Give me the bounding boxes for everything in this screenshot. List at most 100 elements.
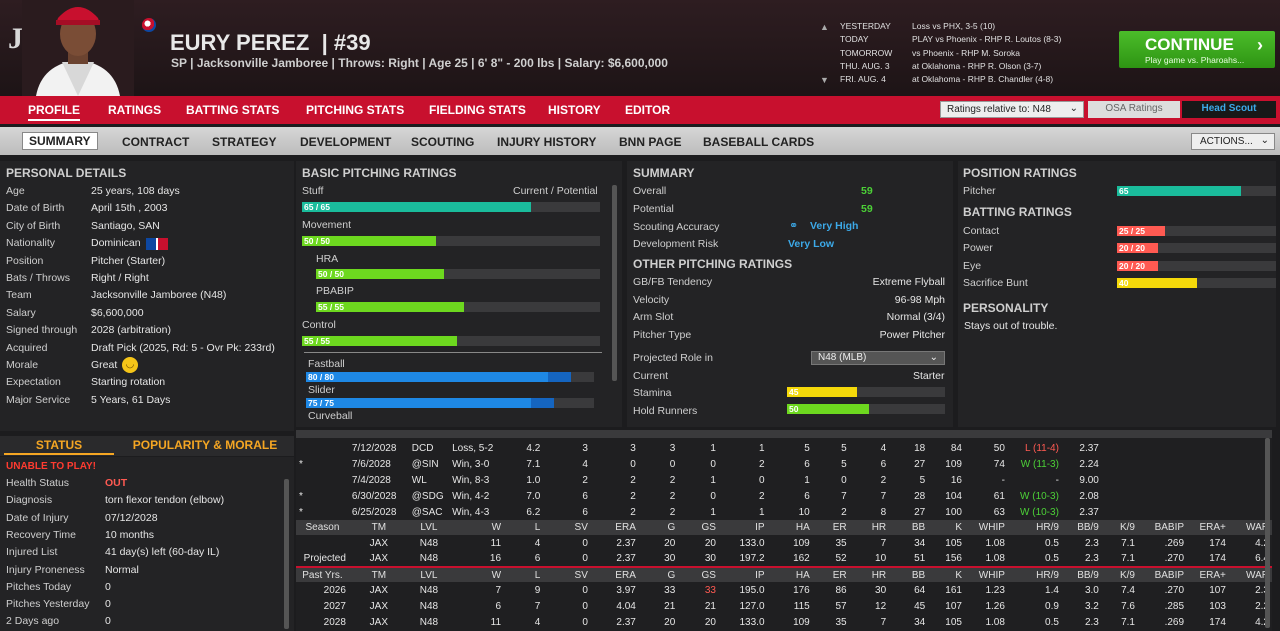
hold-runners-bar: 50 xyxy=(787,404,945,414)
table-cell: 33 xyxy=(704,584,716,596)
hra-label: HRA xyxy=(316,253,339,265)
table-cell: GS xyxy=(678,520,719,535)
tab-batting-stats[interactable]: BATTING STATS xyxy=(186,103,280,117)
tab-strategy[interactable]: STRATEGY xyxy=(212,135,277,149)
batting-label: Eye xyxy=(963,259,982,272)
schedule-row[interactable]: THU. AUG. 3 at Oklahoma - RHP R. Olson (3… xyxy=(818,61,1098,74)
table-cell: 2028 xyxy=(323,616,346,628)
table-cell: 12 xyxy=(875,600,887,612)
table-cell: BB/9 xyxy=(1061,566,1102,582)
table-row[interactable]: * 7/6/2028 @SIN Win, 3-0 7.1 4 0 0 0 2 6 5 6 27 109 74 W… xyxy=(296,456,1272,472)
schedule-row[interactable]: FRI. AUG. 4 at Oklahoma - RHP B. Chandler… xyxy=(818,74,1098,87)
tab-injury-history[interactable]: INJURY HISTORY xyxy=(497,135,597,149)
table-cell: L (11-4) xyxy=(1025,442,1059,454)
actions-dropdown[interactable]: ACTIONS... ⌄ xyxy=(1191,133,1275,150)
table-cell: 2.2 xyxy=(1255,600,1269,612)
table-cell: 30 xyxy=(704,553,716,564)
table-cell: 20 xyxy=(664,616,676,628)
table-row[interactable]: * 6/30/2028 @SDG Win, 4-2 7.0 6 2 2 0 2 6 7 7 28 104 61… xyxy=(296,488,1272,504)
table-cell: 0 xyxy=(758,474,765,486)
ratings-relative-select[interactable]: Ratings relative to: N48 ⌄ xyxy=(940,101,1084,118)
tab-contract[interactable]: CONTRACT xyxy=(122,135,190,149)
tab-ratings[interactable]: RATINGS xyxy=(108,103,162,117)
table-row[interactable]: 7/12/2028 DCD Loss, 5-2 4.2 3 3 3 1 1 5 5 4 18 84 50 L … xyxy=(296,440,1272,456)
projected-role-select[interactable]: N48 (MLB) ⌄ xyxy=(811,351,945,365)
player-header: J EURY PEREZ | #39 SP | Jacksonville Jam… xyxy=(0,0,1280,96)
table-cell: 6 xyxy=(804,490,810,502)
tab-editor[interactable]: EDITOR xyxy=(625,103,671,117)
detail-label: Age xyxy=(6,185,25,197)
table-row[interactable]: JAX N48 11 4 0 2.37 20 20 133.0 109 35 7 34 105 1.08 0.… xyxy=(296,535,1272,551)
overall-label: Overall xyxy=(633,185,667,197)
schedule-day: YESTERDAY xyxy=(840,21,891,31)
chevron-down-icon[interactable]: ▼ xyxy=(820,75,829,85)
scrollbar[interactable] xyxy=(612,185,617,381)
chevron-up-icon[interactable]: ▲ xyxy=(820,22,829,32)
table-cell: 174 xyxy=(1209,553,1226,564)
table-cell: 174 xyxy=(1209,616,1226,628)
table-cell: 2.3 xyxy=(1084,616,1099,628)
table-cell: 4 xyxy=(534,616,541,628)
table-cell: 0.5 xyxy=(1045,616,1059,628)
current-fill xyxy=(1117,186,1242,196)
table-row[interactable]: 2026 JAX N48 7 9 0 3.97 33 33 195.0 176 86 30 64 161 1.… xyxy=(296,582,1272,598)
batting-bar: 25 / 25 xyxy=(1117,226,1276,236)
table-cell: SV xyxy=(543,566,591,582)
table-row[interactable]: 2027 JAX N48 6 7 0 4.04 21 21 127.0 115 57 12 45 107 1.… xyxy=(296,598,1272,614)
tab-history[interactable]: HISTORY xyxy=(548,103,601,117)
chevron-right-icon: › xyxy=(1257,35,1263,55)
personality-title: PERSONALITY xyxy=(963,301,1049,315)
schedule-row[interactable]: TODAY PLAY vs Phoenix - RHP R. Loutos (8-… xyxy=(818,34,1098,47)
table-cell: 86 xyxy=(835,584,847,596)
head-scout-button[interactable]: Head Scout xyxy=(1182,101,1276,118)
tab-development[interactable]: DEVELOPMENT xyxy=(300,135,392,149)
tab-pitching-stats[interactable]: PITCHING STATS xyxy=(306,103,405,117)
bar-value: 65 / 65 xyxy=(304,202,330,212)
table-row[interactable]: * 6/25/2028 @SAC Win, 4-3 6.2 6 2 2 1 1 10 2 8 27 100 6… xyxy=(296,504,1272,520)
status-value: 41 day(s) left (60-day IL) xyxy=(105,546,220,559)
table-cell: K xyxy=(928,566,965,582)
table-cell: L xyxy=(504,566,544,582)
table-cell: 18 xyxy=(914,442,926,454)
tab-summary[interactable]: SUMMARY xyxy=(22,132,98,150)
current-fill xyxy=(306,398,531,408)
table-cell: WAR xyxy=(1228,566,1272,582)
osa-ratings-button[interactable]: OSA Ratings xyxy=(1088,101,1180,118)
tab-fielding-stats[interactable]: FIELDING STATS xyxy=(429,103,526,117)
detail-label: Date of Birth xyxy=(6,202,65,215)
status-label: Pitches Yesterday xyxy=(6,598,90,611)
table-cell: 7.1 xyxy=(1121,616,1135,628)
batting-bar: 20 / 20 xyxy=(1117,260,1276,271)
table-cell: 2 xyxy=(841,506,847,518)
detail-label: City of Birth xyxy=(6,219,61,232)
table-cell: 156 xyxy=(945,553,962,564)
schedule-row[interactable]: TOMORROW vs Phoenix - RHP M. Soroka xyxy=(818,48,1098,61)
table-cell: 52 xyxy=(835,553,847,564)
tab-profile[interactable]: PROFILE xyxy=(28,103,81,121)
personal-details-title: PERSONAL DETAILS xyxy=(6,166,127,180)
table-cell: 133.0 xyxy=(739,537,765,549)
table-cell: 0 xyxy=(582,537,588,549)
scrollbar[interactable] xyxy=(1265,438,1270,628)
table-cell: 8 xyxy=(880,506,887,518)
tab-scouting[interactable]: SCOUTING xyxy=(411,135,475,149)
table-row[interactable]: 7/4/2028 WL Win, 8-3 1.0 2 2 2 1 0 1 0 2 5 16 - - 9.00 xyxy=(296,472,1272,488)
continue-button[interactable]: CONTINUE Play game vs. Pharoahs... › xyxy=(1119,31,1275,68)
tab-status[interactable]: STATUS xyxy=(4,438,114,455)
schedule-row[interactable]: YESTERDAY Loss vs PHX, 3-5 (10) xyxy=(818,21,1098,34)
table-cell: * xyxy=(299,458,303,470)
status-label: 2 Days ago xyxy=(6,615,60,628)
table-cell: 45 xyxy=(914,600,926,612)
table-cell: .269 xyxy=(1164,616,1185,628)
table-cell: WAR xyxy=(1228,520,1272,535)
table-row[interactable]: 2028 JAX N48 11 4 0 2.37 20 20 133.0 109 35 7 34 105 1.… xyxy=(296,614,1272,630)
tab-baseball-cards[interactable]: BASEBALL CARDS xyxy=(703,135,815,149)
tab-popularity-morale[interactable]: POPULARITY & MORALE xyxy=(132,438,278,452)
scrollbar[interactable] xyxy=(284,479,289,629)
team-badge-icon xyxy=(142,18,156,32)
tab-bnn-page[interactable]: BNN PAGE xyxy=(619,135,682,149)
table-cell: N48 xyxy=(419,600,439,612)
table-cell: - xyxy=(1055,474,1059,486)
table-cell: 20 xyxy=(704,616,716,628)
table-row[interactable]: Projected JAX N48 16 6 0 2.37 30 30 197.2 162 52 10 5… xyxy=(296,551,1272,567)
